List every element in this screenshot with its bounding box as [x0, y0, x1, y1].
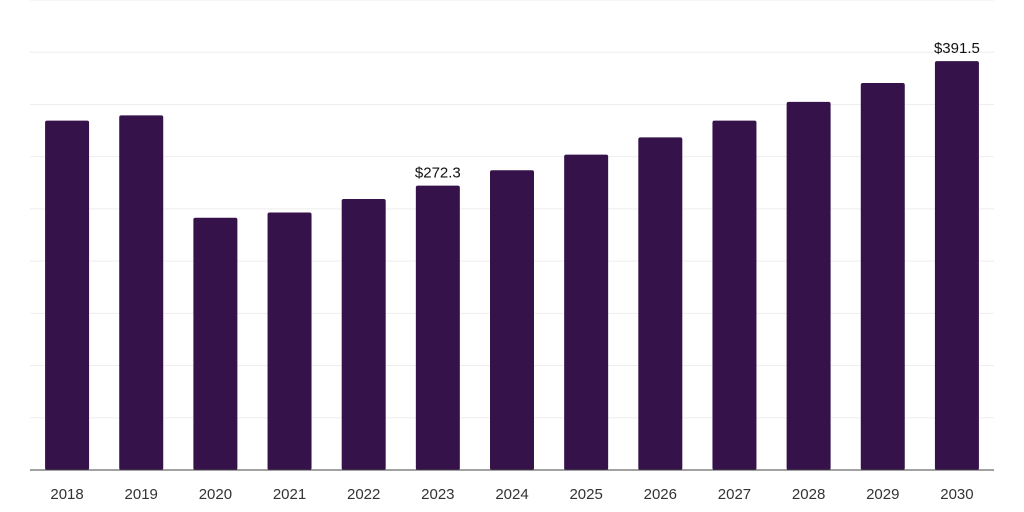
- data-label: $272.3: [415, 165, 461, 182]
- data-labels: $272.3 $391.5: [415, 40, 980, 181]
- bar-2025: [564, 154, 609, 471]
- bar-2029: [860, 83, 905, 471]
- x-tick-label: 2019: [125, 486, 158, 503]
- bar-2019: [119, 115, 164, 471]
- bar-2018: [45, 120, 90, 470]
- bar-2024: [490, 170, 534, 470]
- bars: [45, 61, 979, 471]
- bar-2020: [193, 217, 238, 470]
- x-tick-label: 2030: [940, 486, 973, 503]
- x-tick-label: 2023: [421, 486, 454, 503]
- x-tick-label: 2028: [792, 486, 825, 503]
- bar-2028: [786, 101, 831, 470]
- bar-2027: [712, 120, 757, 470]
- x-axis-ticks: 2018 2019 2020 2021 2022 2023 2024 2025 2026 2027…: [50, 486, 973, 503]
- data-label: $391.5: [934, 40, 980, 57]
- bar-2030: [934, 61, 979, 470]
- bar-2021: [267, 212, 312, 471]
- x-tick-label: 2029: [866, 486, 899, 503]
- x-tick-label: 2026: [644, 486, 677, 503]
- x-tick-label: 2020: [199, 486, 232, 503]
- x-tick-label: 2024: [495, 486, 528, 503]
- x-tick-label: 2025: [569, 486, 602, 503]
- x-tick-label: 2018: [50, 486, 83, 503]
- bar-2023: [415, 185, 460, 470]
- x-tick-label: 2022: [347, 486, 380, 503]
- x-tick-label: 2027: [718, 486, 751, 503]
- bar-2026: [638, 137, 683, 470]
- x-tick-label: 2021: [273, 486, 306, 503]
- bar-2022: [341, 198, 386, 470]
